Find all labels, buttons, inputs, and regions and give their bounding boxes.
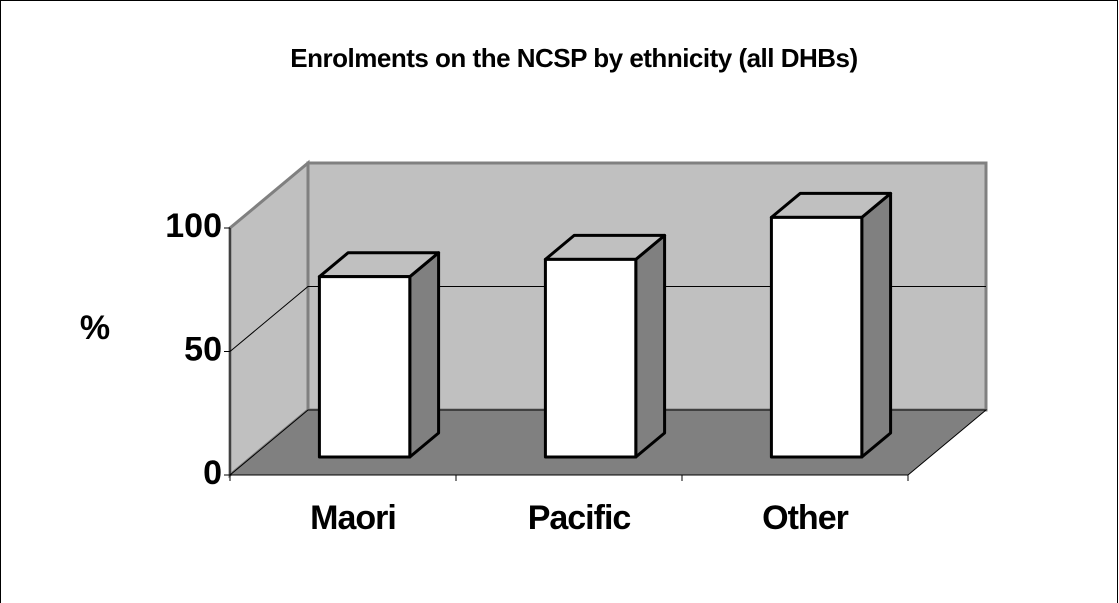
y-tick-label: 100 (165, 207, 222, 245)
bar (769, 215, 864, 459)
grid-line (229, 286, 986, 352)
chart-title: Enrolments on the NCSP by ethnicity (all… (290, 43, 857, 73)
bar-side (860, 191, 893, 459)
y-axis-label: % (80, 309, 110, 347)
bar (543, 257, 638, 459)
x-tick-label: Other (762, 499, 848, 537)
x-tick-label: Pacific (528, 499, 631, 537)
bar-side (408, 251, 441, 459)
x-tick-label: Maori (310, 499, 396, 537)
bar (317, 275, 412, 459)
bar-side (634, 233, 667, 459)
y-tick-label: 50 (184, 330, 222, 368)
y-tick-label: 0 (203, 454, 222, 492)
